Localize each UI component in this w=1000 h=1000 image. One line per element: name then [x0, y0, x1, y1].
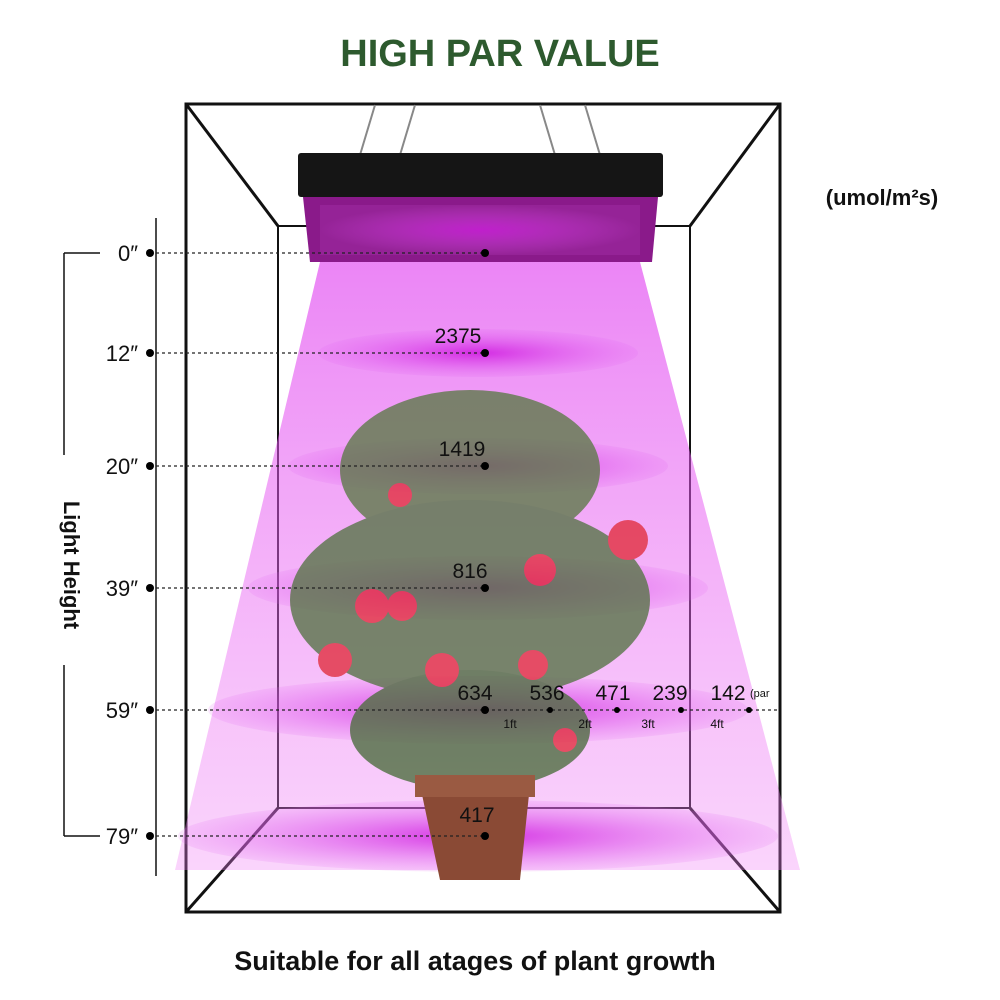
par-value: 816	[452, 560, 487, 583]
par-value: 2375	[435, 325, 482, 348]
height-label: 79″	[106, 824, 138, 849]
axis-label: Light Height	[59, 501, 84, 630]
height-label: 59″	[106, 698, 138, 723]
level-dots	[146, 249, 752, 840]
par-value: 536	[529, 682, 564, 705]
par-value: 239	[652, 682, 687, 705]
distance-label: 1ft	[503, 717, 517, 731]
height-label: 20″	[106, 454, 138, 479]
scale	[63, 218, 157, 876]
plant	[290, 390, 650, 790]
unit: (umol/m²s)	[826, 185, 938, 210]
height-label: 12″	[106, 341, 138, 366]
height-label: 0″	[118, 241, 138, 266]
level-lines	[150, 252, 778, 837]
height-label: 39″	[106, 576, 138, 601]
par-value: 634	[457, 682, 492, 705]
par-value: 417	[459, 804, 494, 827]
pot	[415, 775, 535, 880]
par-value: 142	[710, 682, 745, 705]
title: HIGH PAR VALUE	[340, 33, 660, 75]
par-value: 471	[595, 682, 630, 705]
footer: Suitable for all atages of plant growth	[234, 946, 716, 976]
par-value: 1419	[439, 438, 486, 461]
distance-label: 4ft	[710, 717, 724, 731]
distance-label: 2ft	[578, 717, 592, 731]
distance-label: 3ft	[641, 717, 655, 731]
par-unit: (par	[750, 688, 770, 700]
lamp	[298, 104, 663, 262]
